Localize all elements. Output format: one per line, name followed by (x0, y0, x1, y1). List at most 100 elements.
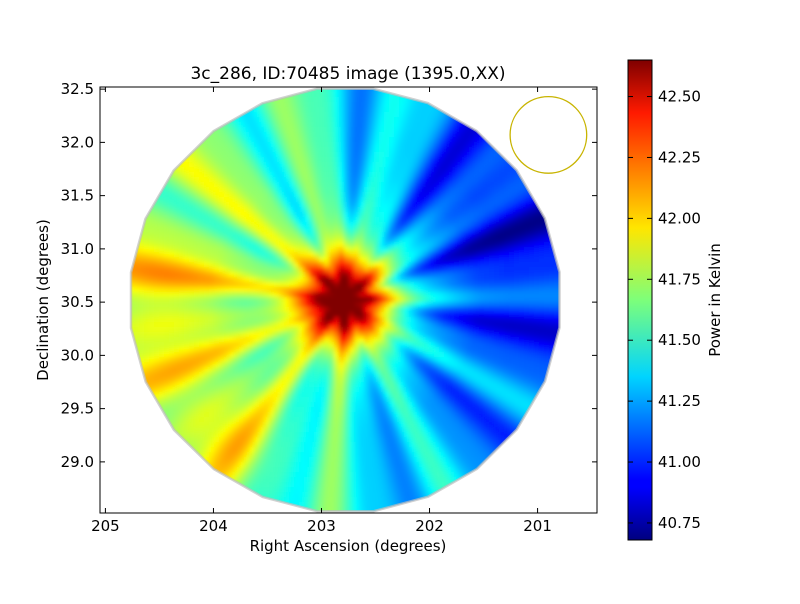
heatmap-cell (469, 327, 475, 333)
heatmap-cell (264, 312, 270, 318)
heatmap-cell (309, 252, 315, 258)
heatmap-cell (199, 247, 205, 253)
heatmap-cell (214, 327, 220, 333)
heatmap-cell (244, 92, 250, 98)
heatmap-cell (294, 317, 300, 323)
heatmap-cell (179, 357, 185, 363)
heatmap-cell (329, 147, 335, 153)
heatmap-cell (229, 212, 235, 218)
heatmap-cell (414, 252, 420, 258)
heatmap-cell (519, 342, 525, 348)
heatmap-cell (124, 262, 130, 268)
heatmap-cell (369, 217, 375, 223)
heatmap-cell (259, 297, 265, 303)
heatmap-cell (449, 327, 455, 333)
heatmap-cell (359, 307, 365, 313)
heatmap-cell (254, 92, 260, 98)
heatmap-cell (349, 332, 355, 338)
heatmap-cell (179, 262, 185, 268)
heatmap-cell (469, 307, 475, 313)
heatmap-cell (339, 302, 345, 308)
heatmap-cell (249, 292, 255, 298)
heatmap-cell (194, 357, 200, 363)
heatmap-cell (214, 312, 220, 318)
heatmap-cell (209, 212, 215, 218)
heatmap-cell (249, 237, 255, 243)
heatmap-cell (334, 322, 340, 328)
heatmap-cell (374, 187, 380, 193)
heatmap-cell (224, 222, 230, 228)
heatmap-cell (279, 127, 285, 133)
heatmap-cell (329, 197, 335, 203)
heatmap-cell (354, 257, 360, 263)
heatmap-cell (334, 197, 340, 203)
heatmap-cell (504, 142, 510, 148)
heatmap-cell (199, 197, 205, 203)
heatmap-cell (329, 252, 335, 258)
heatmap-cell (534, 312, 540, 318)
heatmap-cell (409, 237, 415, 243)
heatmap-cell (404, 167, 410, 173)
heatmap-cell (264, 152, 270, 158)
heatmap-cell (179, 192, 185, 198)
heatmap-cell (389, 212, 395, 218)
heatmap-cell (344, 327, 350, 333)
heatmap-cell (429, 352, 435, 358)
heatmap-cell (214, 172, 220, 178)
heatmap-cell (479, 167, 485, 173)
heatmap-cell (149, 272, 155, 278)
heatmap-cell (299, 187, 305, 193)
heatmap-cell (374, 357, 380, 363)
heatmap-cell (209, 192, 215, 198)
heatmap-cell (124, 217, 130, 223)
heatmap-cell (174, 212, 180, 218)
heatmap-cell (389, 132, 395, 138)
heatmap-cell (409, 132, 415, 138)
heatmap-cell (269, 307, 275, 313)
heatmap-cell (274, 202, 280, 208)
heatmap-cell (524, 197, 530, 203)
heatmap-cell (434, 152, 440, 158)
heatmap-cell (529, 307, 535, 313)
heatmap-cell (409, 327, 415, 333)
heatmap-cell (289, 117, 295, 123)
heatmap-cell (449, 122, 455, 128)
heatmap-cell (434, 137, 440, 143)
heatmap-cell (464, 292, 470, 298)
heatmap-cell (509, 152, 515, 158)
heatmap-cell (339, 112, 345, 118)
heatmap-cell (494, 267, 500, 273)
heatmap-cell (524, 337, 530, 343)
heatmap-cell (234, 322, 240, 328)
heatmap-cell (274, 122, 280, 128)
heatmap-cell (139, 347, 145, 353)
heatmap-cell (139, 302, 145, 308)
heatmap-cell (264, 277, 270, 283)
heatmap-cell (269, 287, 275, 293)
heatmap-cell (274, 192, 280, 198)
heatmap-cell (454, 352, 460, 358)
heatmap-cell (359, 152, 365, 158)
heatmap-cell (364, 267, 370, 273)
heatmap-cell (224, 162, 230, 168)
heatmap-cell (469, 157, 475, 163)
heatmap-cell (169, 147, 175, 153)
heatmap-cell (279, 167, 285, 173)
heatmap-cell (409, 197, 415, 203)
heatmap-cell (384, 97, 390, 103)
heatmap-cell (349, 212, 355, 218)
heatmap-cell (279, 282, 285, 288)
heatmap-cell (489, 202, 495, 208)
heatmap-cell (199, 322, 205, 328)
heatmap-cell (504, 197, 510, 203)
heatmap-cell (144, 322, 150, 328)
heatmap-cell (459, 187, 465, 193)
heatmap-cell (339, 127, 345, 133)
heatmap-cell (499, 147, 505, 153)
heatmap-cell (214, 222, 220, 228)
heatmap-cell (209, 222, 215, 228)
heatmap-cell (324, 127, 330, 133)
heatmap-cell (199, 142, 205, 148)
heatmap-cell (359, 227, 365, 233)
heatmap-cell (364, 297, 370, 303)
